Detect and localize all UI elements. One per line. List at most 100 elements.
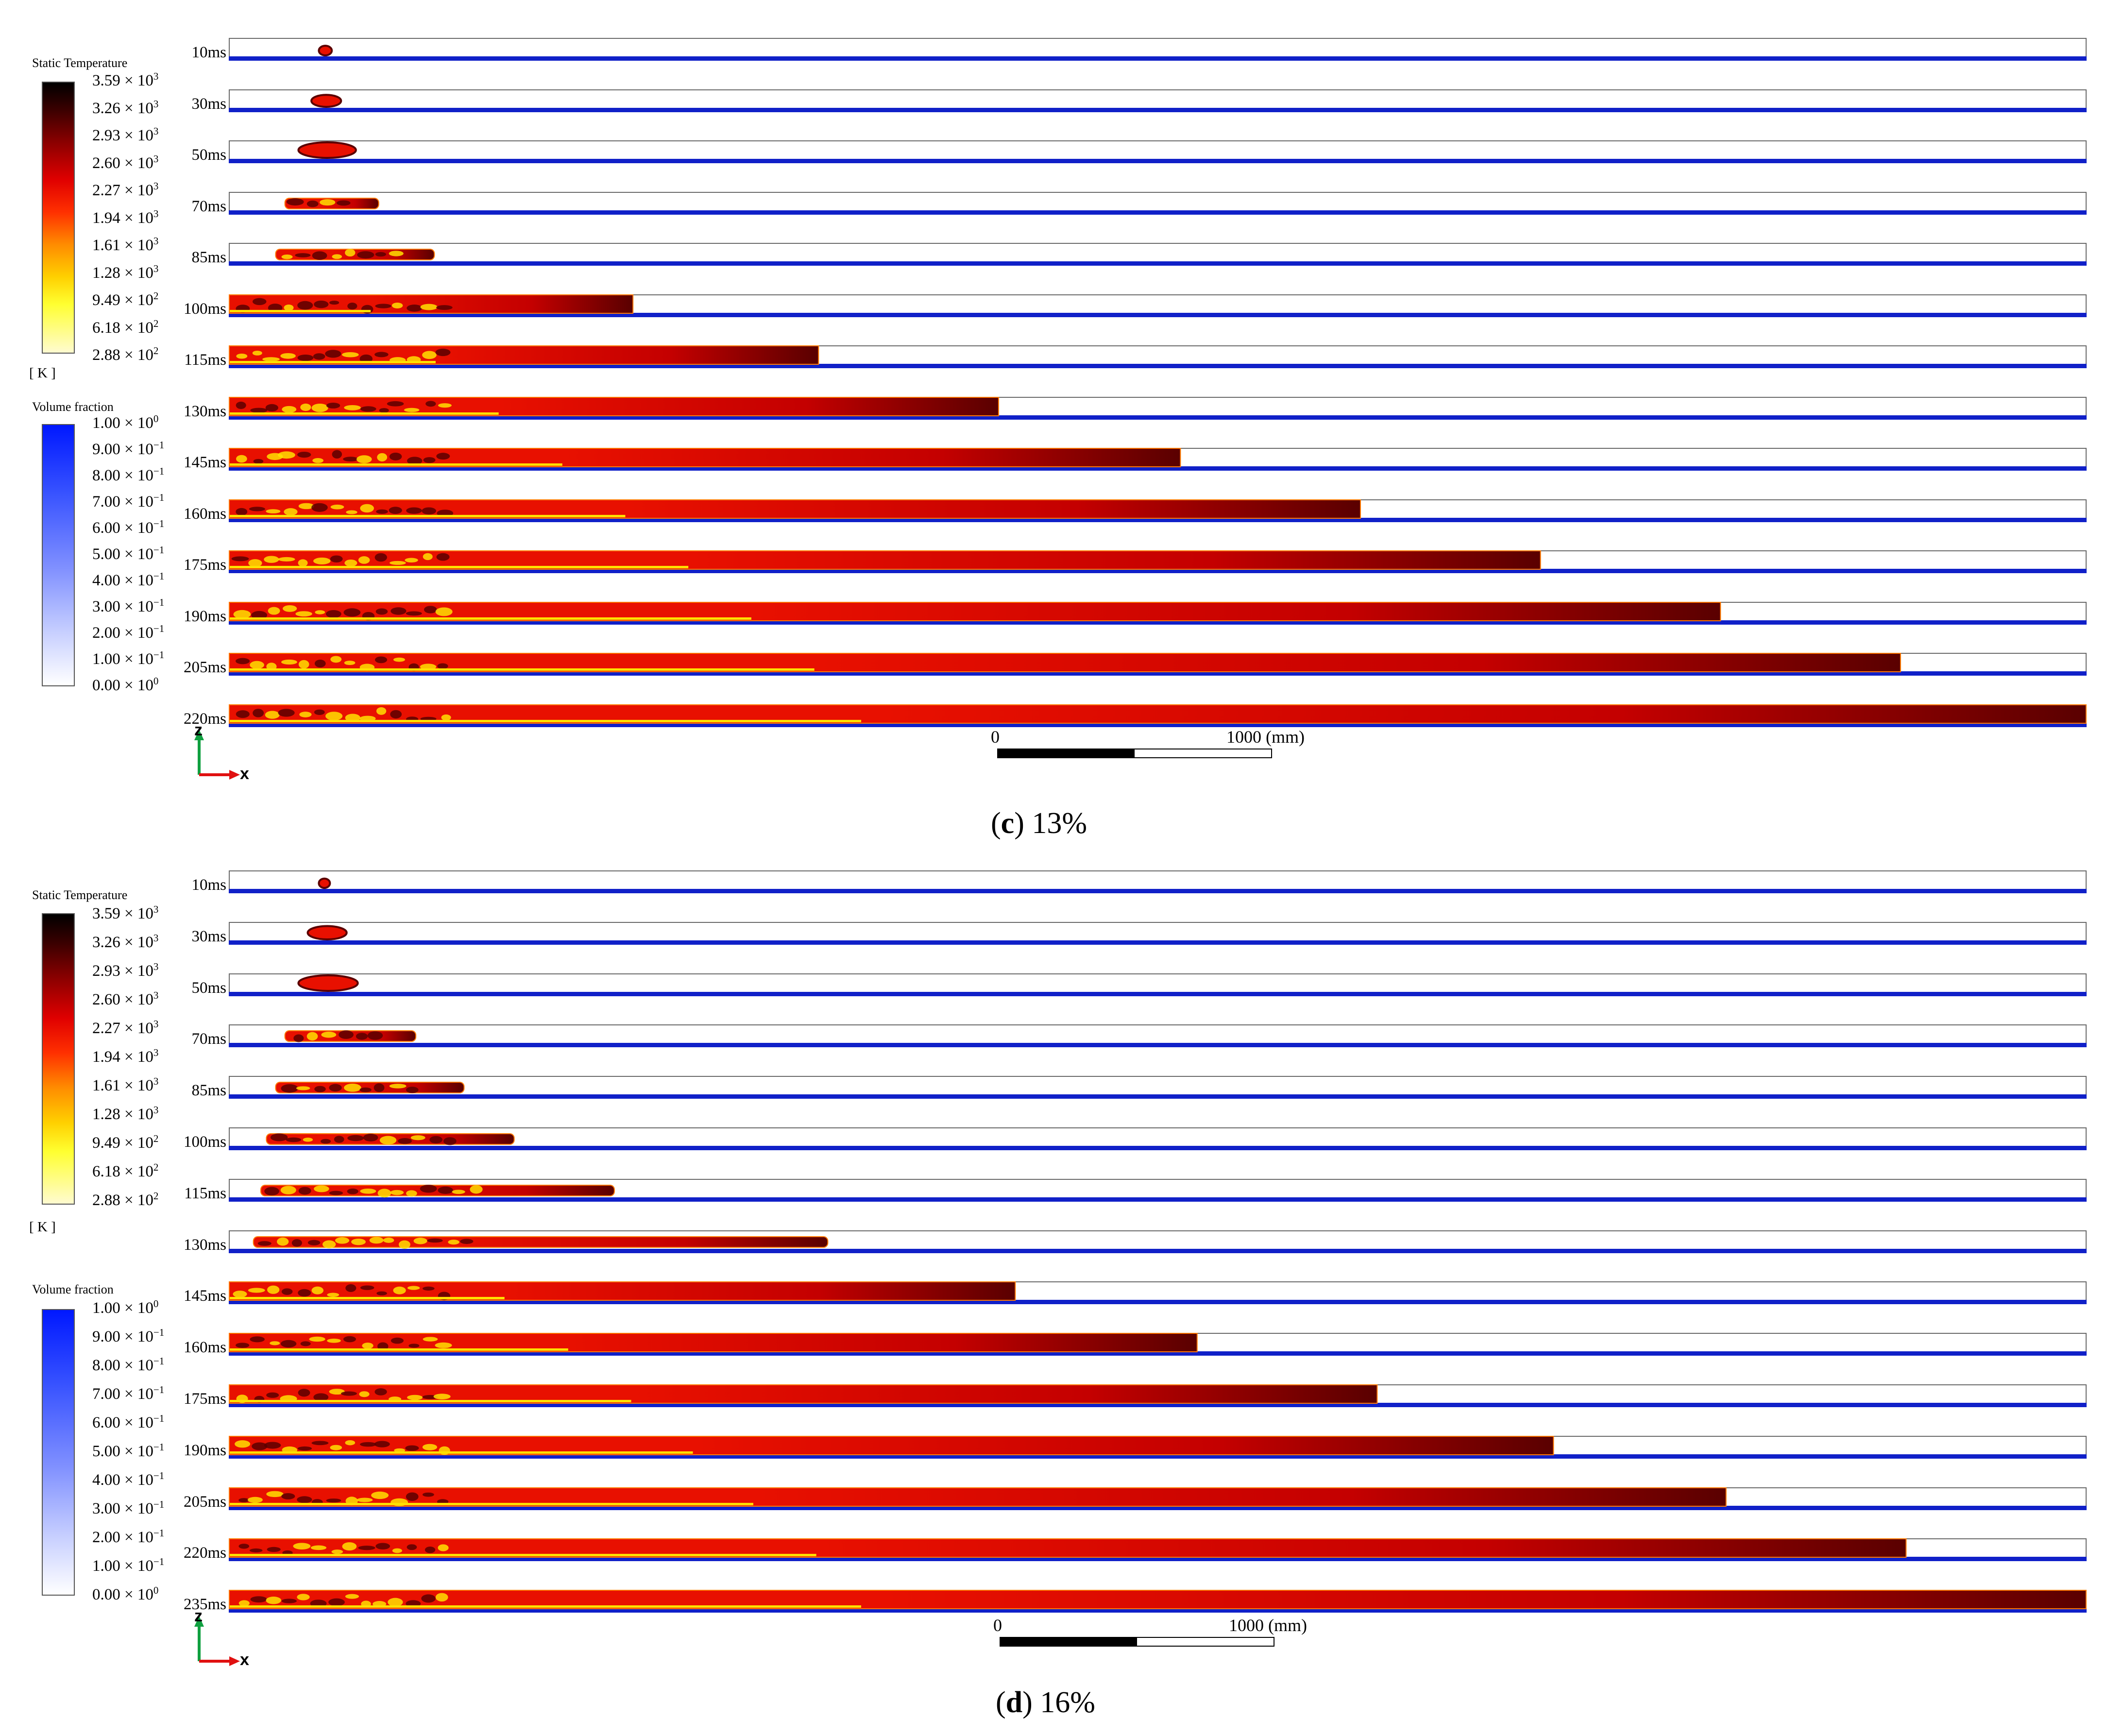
turbulent-cell bbox=[330, 656, 342, 663]
flame-region bbox=[318, 45, 333, 56]
turbulent-cell bbox=[398, 1240, 410, 1249]
turbulent-cell bbox=[283, 605, 297, 612]
time-label: 70ms bbox=[191, 1030, 226, 1048]
tick-exponent: 3 bbox=[153, 70, 159, 82]
tick-exponent: 3 bbox=[153, 207, 159, 220]
wall-line bbox=[229, 1043, 2087, 1047]
turbulent-cell bbox=[406, 1087, 419, 1093]
turbulent-cell bbox=[360, 406, 376, 412]
flame-bottom-layer bbox=[230, 515, 626, 517]
turbulent-cell bbox=[371, 1491, 389, 1499]
turbulent-cell bbox=[253, 709, 264, 717]
turbulent-cell bbox=[297, 1594, 310, 1600]
turbulent-cell bbox=[257, 1241, 272, 1246]
volume-legend-title: Volume fraction bbox=[32, 400, 114, 414]
tick-exponent: 3 bbox=[153, 98, 159, 110]
turbulent-cell bbox=[422, 1444, 438, 1450]
time-label: 160ms bbox=[183, 1339, 226, 1356]
turbulent-cell bbox=[297, 1496, 312, 1503]
turbulent-cell bbox=[407, 1544, 417, 1550]
tick-mantissa: 2.00 × 10 bbox=[92, 624, 153, 642]
turbulent-cell bbox=[329, 1084, 342, 1092]
turbulent-cell bbox=[410, 1135, 425, 1140]
turbulent-cell bbox=[325, 610, 341, 618]
legend-tick-label: 7.00 × 10−1 bbox=[92, 493, 164, 510]
time-label: 220ms bbox=[183, 1544, 226, 1562]
turbulent-cell bbox=[406, 507, 422, 514]
tick-exponent: −1 bbox=[153, 465, 165, 477]
turbulent-cell bbox=[344, 560, 357, 567]
turbulent-cell bbox=[404, 408, 420, 412]
flame-region bbox=[297, 974, 359, 992]
legend-tick-label: 9.00 × 10−1 bbox=[92, 440, 164, 458]
legend-tick-label: 8.00 × 10−1 bbox=[92, 1356, 164, 1374]
legend-tick-label: 1.94 × 103 bbox=[92, 207, 159, 226]
tick-exponent: −1 bbox=[153, 544, 165, 556]
flame-bottom-layer bbox=[230, 361, 436, 363]
flame-body bbox=[254, 1237, 828, 1247]
turbulent-cell bbox=[374, 352, 389, 357]
turbulent-cell bbox=[342, 1542, 357, 1551]
turbulent-cell bbox=[407, 1286, 420, 1290]
turbulent-cell bbox=[291, 1239, 302, 1247]
turbulent-cell bbox=[377, 453, 388, 462]
turbulent-cell bbox=[265, 404, 278, 412]
turbulent-cell bbox=[377, 1342, 389, 1351]
wall-line bbox=[229, 313, 2087, 317]
wall-line bbox=[229, 1608, 2087, 1613]
x-axis-label: x bbox=[240, 765, 249, 783]
turbulent-cell bbox=[435, 1593, 448, 1602]
tick-mantissa: 2.60 × 10 bbox=[92, 991, 153, 1008]
flame-kernel bbox=[318, 877, 331, 889]
turbulent-cell bbox=[344, 405, 361, 410]
flame-region bbox=[266, 1133, 515, 1145]
turbulent-cell bbox=[278, 451, 295, 459]
turbulent-cell bbox=[344, 1083, 361, 1092]
turbulent-cell bbox=[362, 1343, 374, 1349]
axis-triad bbox=[194, 730, 240, 780]
scale-bar-filled bbox=[1001, 1638, 1137, 1646]
turbulent-cell bbox=[429, 1136, 442, 1144]
wall-line bbox=[229, 56, 2087, 61]
turbulent-cell bbox=[346, 510, 357, 514]
turbulent-cell bbox=[405, 558, 418, 562]
legend-tick-label: 4.00 × 10−1 bbox=[92, 571, 164, 589]
turbulent-cell bbox=[278, 557, 295, 562]
time-label: 115ms bbox=[184, 1185, 226, 1202]
turbulent-cell bbox=[332, 450, 342, 459]
tick-exponent: 3 bbox=[153, 989, 159, 1001]
time-label: 100ms bbox=[183, 300, 226, 318]
turbulent-cell bbox=[407, 305, 423, 312]
tick-mantissa: 0.00 × 10 bbox=[92, 677, 153, 694]
tick-exponent: 3 bbox=[153, 932, 159, 944]
flame-region bbox=[229, 1384, 1378, 1404]
flame-region bbox=[229, 704, 2087, 724]
time-label: 190ms bbox=[183, 1442, 226, 1459]
turbulent-cell bbox=[238, 1600, 250, 1606]
tick-exponent: 3 bbox=[153, 1104, 159, 1116]
turbulent-cell bbox=[347, 1188, 358, 1194]
flame-bottom-layer bbox=[230, 1297, 505, 1299]
tick-mantissa: 5.00 × 10 bbox=[92, 545, 153, 563]
legend-tick-label: 1.61 × 103 bbox=[92, 236, 158, 254]
wall-line bbox=[229, 1146, 2087, 1150]
tick-mantissa: 0.00 × 10 bbox=[92, 1586, 153, 1603]
turbulent-cell bbox=[238, 1498, 249, 1502]
time-label: 50ms bbox=[191, 146, 226, 164]
tick-mantissa: 9.49 × 10 bbox=[92, 291, 153, 309]
panel-c: Static Temperature 3.59 × 103 3.26 × 103 2… bbox=[0, 0, 2107, 865]
turbulent-cell bbox=[295, 611, 312, 617]
legend-tick-label: 2.60 × 103 bbox=[92, 153, 158, 171]
turbulent-cell bbox=[284, 304, 294, 311]
tick-exponent: −1 bbox=[153, 596, 165, 608]
turbulent-cell bbox=[376, 707, 387, 715]
legend-tick-label: 3.59 × 103 bbox=[92, 70, 159, 89]
temperature-colorbar bbox=[42, 82, 75, 354]
caption-letter: d bbox=[1005, 1686, 1023, 1719]
time-label: 190ms bbox=[183, 608, 226, 625]
flame-bottom-layer bbox=[230, 1348, 568, 1351]
turbulent-cell bbox=[238, 1544, 250, 1549]
turbulent-cell bbox=[252, 351, 262, 356]
tick-exponent: −1 bbox=[153, 623, 165, 634]
tick-exponent: 3 bbox=[153, 1047, 159, 1058]
